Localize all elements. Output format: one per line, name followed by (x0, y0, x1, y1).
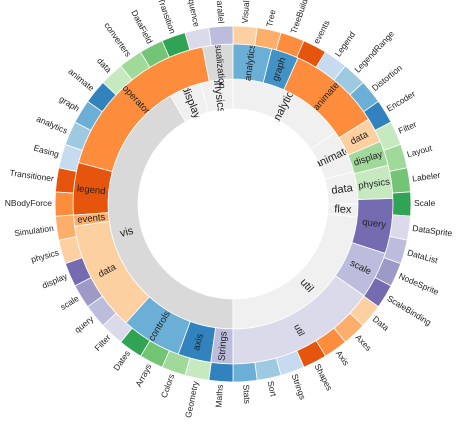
leaf-label-data: Data (371, 314, 391, 333)
label-visualization: Visualization (211, 35, 227, 89)
leaf-label-shapes: Shapes (313, 362, 335, 392)
label-physics: physics (358, 176, 391, 191)
leaf-label-transition: Transition (156, 0, 178, 35)
leaf-arc-45[interactable] (208, 25, 234, 46)
leaf-arc-23[interactable] (208, 362, 234, 383)
leaf-label-datafield: DataField (129, 8, 155, 45)
leaf-label-maths: Maths (213, 384, 225, 408)
leaf-label-strings: Strings (290, 373, 308, 401)
leaf-label-axis: Axis (334, 349, 351, 368)
leaf-arc-35[interactable] (55, 167, 77, 194)
leaf-label-nbodyforce: NBodyForce (5, 198, 53, 208)
label-axis: axis (191, 332, 206, 351)
leaf-label-scalebinding: ScaleBinding (385, 293, 433, 327)
leaf-label-stats: Stats (241, 384, 252, 404)
label-flex: flex (334, 203, 352, 216)
leaf-arc-11[interactable] (392, 191, 412, 217)
label-physics: physics (210, 76, 227, 114)
leaf-label-scale: Scale (414, 198, 436, 208)
leaf-label-visualization: Visualization (240, 0, 253, 24)
leaf-label-simulation: Simulation (14, 223, 55, 238)
leaf-label-filter: Filter (397, 119, 418, 136)
leaf-label-geometry: Geometry (183, 379, 201, 418)
leaf-label-physics: physics (30, 247, 60, 264)
leaf-label-tree: Tree (264, 9, 277, 28)
leaf-label-colors: Colors (159, 373, 177, 399)
label-util: util (291, 322, 306, 338)
leaf-arc-12[interactable] (389, 214, 412, 241)
leaf-label-datasprite: DataSprite (412, 223, 453, 238)
leaf-label-legend: Legend (333, 29, 358, 58)
leaf-label-parallel: Parallel (214, 0, 226, 24)
leaf-label-transitioner: Transitioner (9, 168, 55, 184)
leaf-label-dates: Dates (111, 349, 132, 373)
label-legend: legend (76, 184, 105, 198)
leaf-label-datalist: DataList (406, 247, 439, 265)
label-vis: vis (119, 225, 136, 240)
leaf-label-analytics: analytics (35, 113, 69, 135)
leaf-label-sequence: Sequence (184, 0, 202, 28)
leaf-arc-33[interactable] (55, 214, 77, 241)
leaf-label-legendrange: LegendRange (352, 29, 396, 75)
label-query: query (362, 217, 387, 231)
leaf-label-query: query (72, 313, 95, 335)
leaf-label-distortion: Distortion (370, 62, 404, 93)
leaf-label-events: events (311, 18, 331, 45)
leaf-label-converters: converters (102, 20, 133, 58)
leaf-label-nodesprite: NodeSprite (397, 271, 440, 297)
leaf-label-data: data (95, 56, 114, 75)
leaf-label-layout: Layout (406, 143, 434, 160)
label-events: events (77, 212, 106, 226)
leaf-arc-34[interactable] (54, 191, 74, 217)
leaf-arc-22[interactable] (232, 362, 258, 383)
leaf-label-display: display (40, 271, 69, 291)
leaf-arc-10[interactable] (389, 167, 412, 194)
leaf-arc-0[interactable] (232, 25, 258, 46)
label-analytics: analytics (243, 43, 258, 81)
leaf-label-easing: Easing (33, 143, 61, 160)
center-hole (139, 109, 328, 298)
leaf-label-labeler: Labeler (412, 170, 442, 184)
leaf-label-graph: graph (58, 94, 82, 114)
leaf-label-treebuilder: TreeBuilder (288, 0, 312, 35)
leaf-label-filter: Filter (92, 332, 112, 353)
leaf-label-axes: Axes (353, 332, 373, 353)
label-data: data (331, 182, 355, 197)
label-strings: Strings (217, 331, 230, 362)
leaf-label-encoder: Encoder (385, 88, 417, 113)
leaf-label-scale: scale (58, 293, 80, 312)
leaf-label-arrays: Arrays (133, 362, 153, 388)
leaf-label-animate: animate (66, 66, 96, 93)
leaf-label-sort: Sort (266, 380, 279, 398)
